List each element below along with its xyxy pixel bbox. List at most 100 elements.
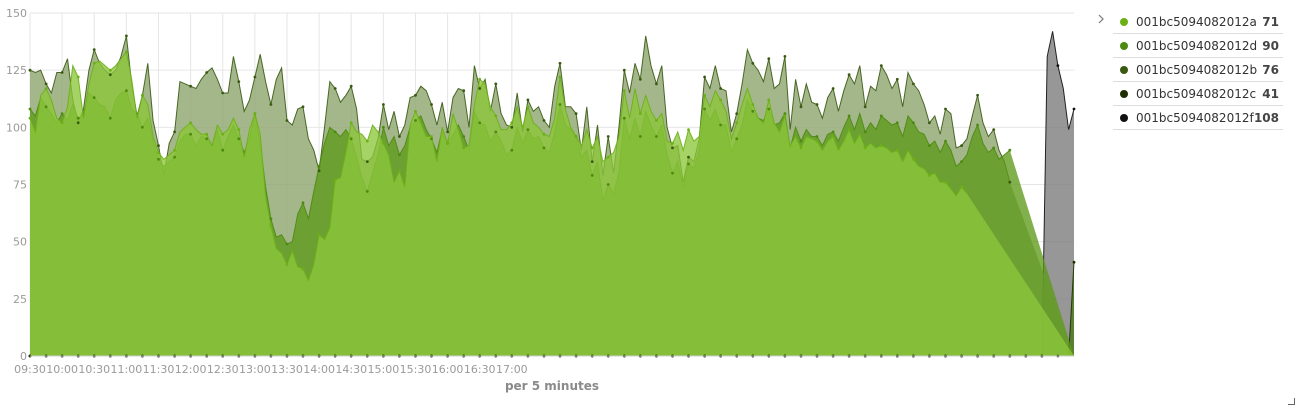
data-point [349, 137, 353, 141]
data-point [430, 103, 433, 106]
data-point [671, 141, 674, 145]
data-point [622, 116, 626, 120]
data-point [301, 267, 305, 271]
x-tick-label: 17:00 [496, 363, 528, 376]
legend-item[interactable]: 001bc5094082012d 90 [1113, 34, 1283, 58]
data-point [333, 87, 337, 90]
legend-value: 76 [1262, 62, 1279, 77]
data-point [928, 174, 931, 177]
data-point [269, 103, 273, 106]
data-point [76, 116, 80, 120]
data-point [944, 139, 947, 143]
data-point [1072, 107, 1076, 111]
data-point [719, 123, 722, 127]
series-line [29, 50, 968, 282]
resize-handle-icon[interactable] [1288, 398, 1295, 405]
legend-item[interactable]: 001bc5094082012f 108 [1113, 106, 1283, 130]
data-point [349, 84, 353, 88]
data-point [285, 119, 289, 122]
data-point [237, 128, 241, 132]
data-point [960, 160, 963, 164]
data-point [735, 137, 739, 141]
data-point [895, 77, 899, 81]
data-point [671, 146, 674, 150]
data-point [606, 183, 610, 186]
data-point [494, 130, 498, 134]
data-point [28, 107, 32, 111]
chevron-right-icon[interactable] [1095, 13, 1107, 25]
x-tick-label: 13:00 [239, 363, 271, 376]
data-point [301, 201, 305, 205]
series-area [30, 51, 1074, 357]
data-point [108, 68, 112, 72]
legend-item[interactable]: 001bc5094082012b 76 [1113, 58, 1283, 82]
x-tick-label: 10:30 [78, 363, 110, 376]
data-point [60, 112, 64, 115]
data-point [92, 61, 96, 65]
data-point [606, 135, 610, 138]
data-point [1056, 64, 1060, 67]
data-point [510, 121, 514, 125]
data-point [462, 89, 466, 93]
data-point [76, 121, 80, 125]
data-point [173, 130, 177, 134]
data-point [446, 141, 449, 145]
data-point [558, 103, 562, 106]
data-point [687, 128, 690, 132]
data-point [912, 82, 915, 86]
data-point [285, 263, 289, 266]
data-point [269, 217, 273, 221]
data-point [76, 75, 80, 79]
data-point [382, 103, 385, 106]
x-tick-label: 15:30 [400, 363, 432, 376]
data-point [221, 132, 225, 136]
legend-list: 001bc5094082012a 71 001bc5094082012d 90 001b… [1113, 10, 1283, 130]
data-point [60, 121, 64, 125]
data-point [944, 180, 947, 184]
data-point [526, 105, 530, 109]
data-point [205, 132, 209, 136]
data-point [703, 75, 706, 79]
data-point [1008, 180, 1012, 184]
data-point [960, 185, 963, 189]
x-tick-label: 14:30 [335, 363, 367, 376]
data-point [478, 77, 482, 81]
area-chart: 0 25 50 75 100 125 150 09:30 10:00 10:30 11:00 11:3… [6, 7, 1076, 393]
data-points [28, 34, 1076, 358]
data-point [526, 98, 530, 102]
data-point [687, 162, 690, 166]
data-point [912, 157, 915, 161]
x-tick-label: 15:00 [368, 363, 400, 376]
data-point [365, 190, 369, 193]
data-point [655, 119, 658, 122]
data-point [960, 144, 963, 148]
data-point [671, 171, 674, 175]
data-point [157, 151, 160, 154]
data-point [574, 135, 578, 138]
data-point [831, 130, 835, 134]
data-point [317, 164, 321, 168]
data-point [237, 137, 241, 141]
legend-item[interactable]: 001bc5094082012c 41 [1113, 82, 1283, 106]
data-point [735, 121, 739, 125]
data-point [783, 55, 787, 58]
data-point [430, 135, 433, 138]
data-point [221, 148, 225, 152]
data-point [317, 233, 321, 237]
data-point [237, 80, 241, 83]
x-tick-label: 11:00 [111, 363, 143, 376]
data-point [976, 123, 979, 127]
data-point [1008, 148, 1012, 152]
legend-item[interactable]: 001bc5094082012a 71 [1113, 10, 1283, 34]
y-tick-label: 0 [20, 350, 27, 363]
data-point [590, 146, 594, 150]
y-tick-label: 150 [6, 7, 27, 20]
legend-swatch [1120, 89, 1128, 98]
data-point [655, 82, 658, 86]
data-point [494, 114, 498, 118]
data-point [703, 107, 706, 111]
data-point [125, 89, 128, 93]
data-point [382, 125, 385, 129]
data-point [799, 105, 803, 109]
data-point [879, 114, 883, 118]
